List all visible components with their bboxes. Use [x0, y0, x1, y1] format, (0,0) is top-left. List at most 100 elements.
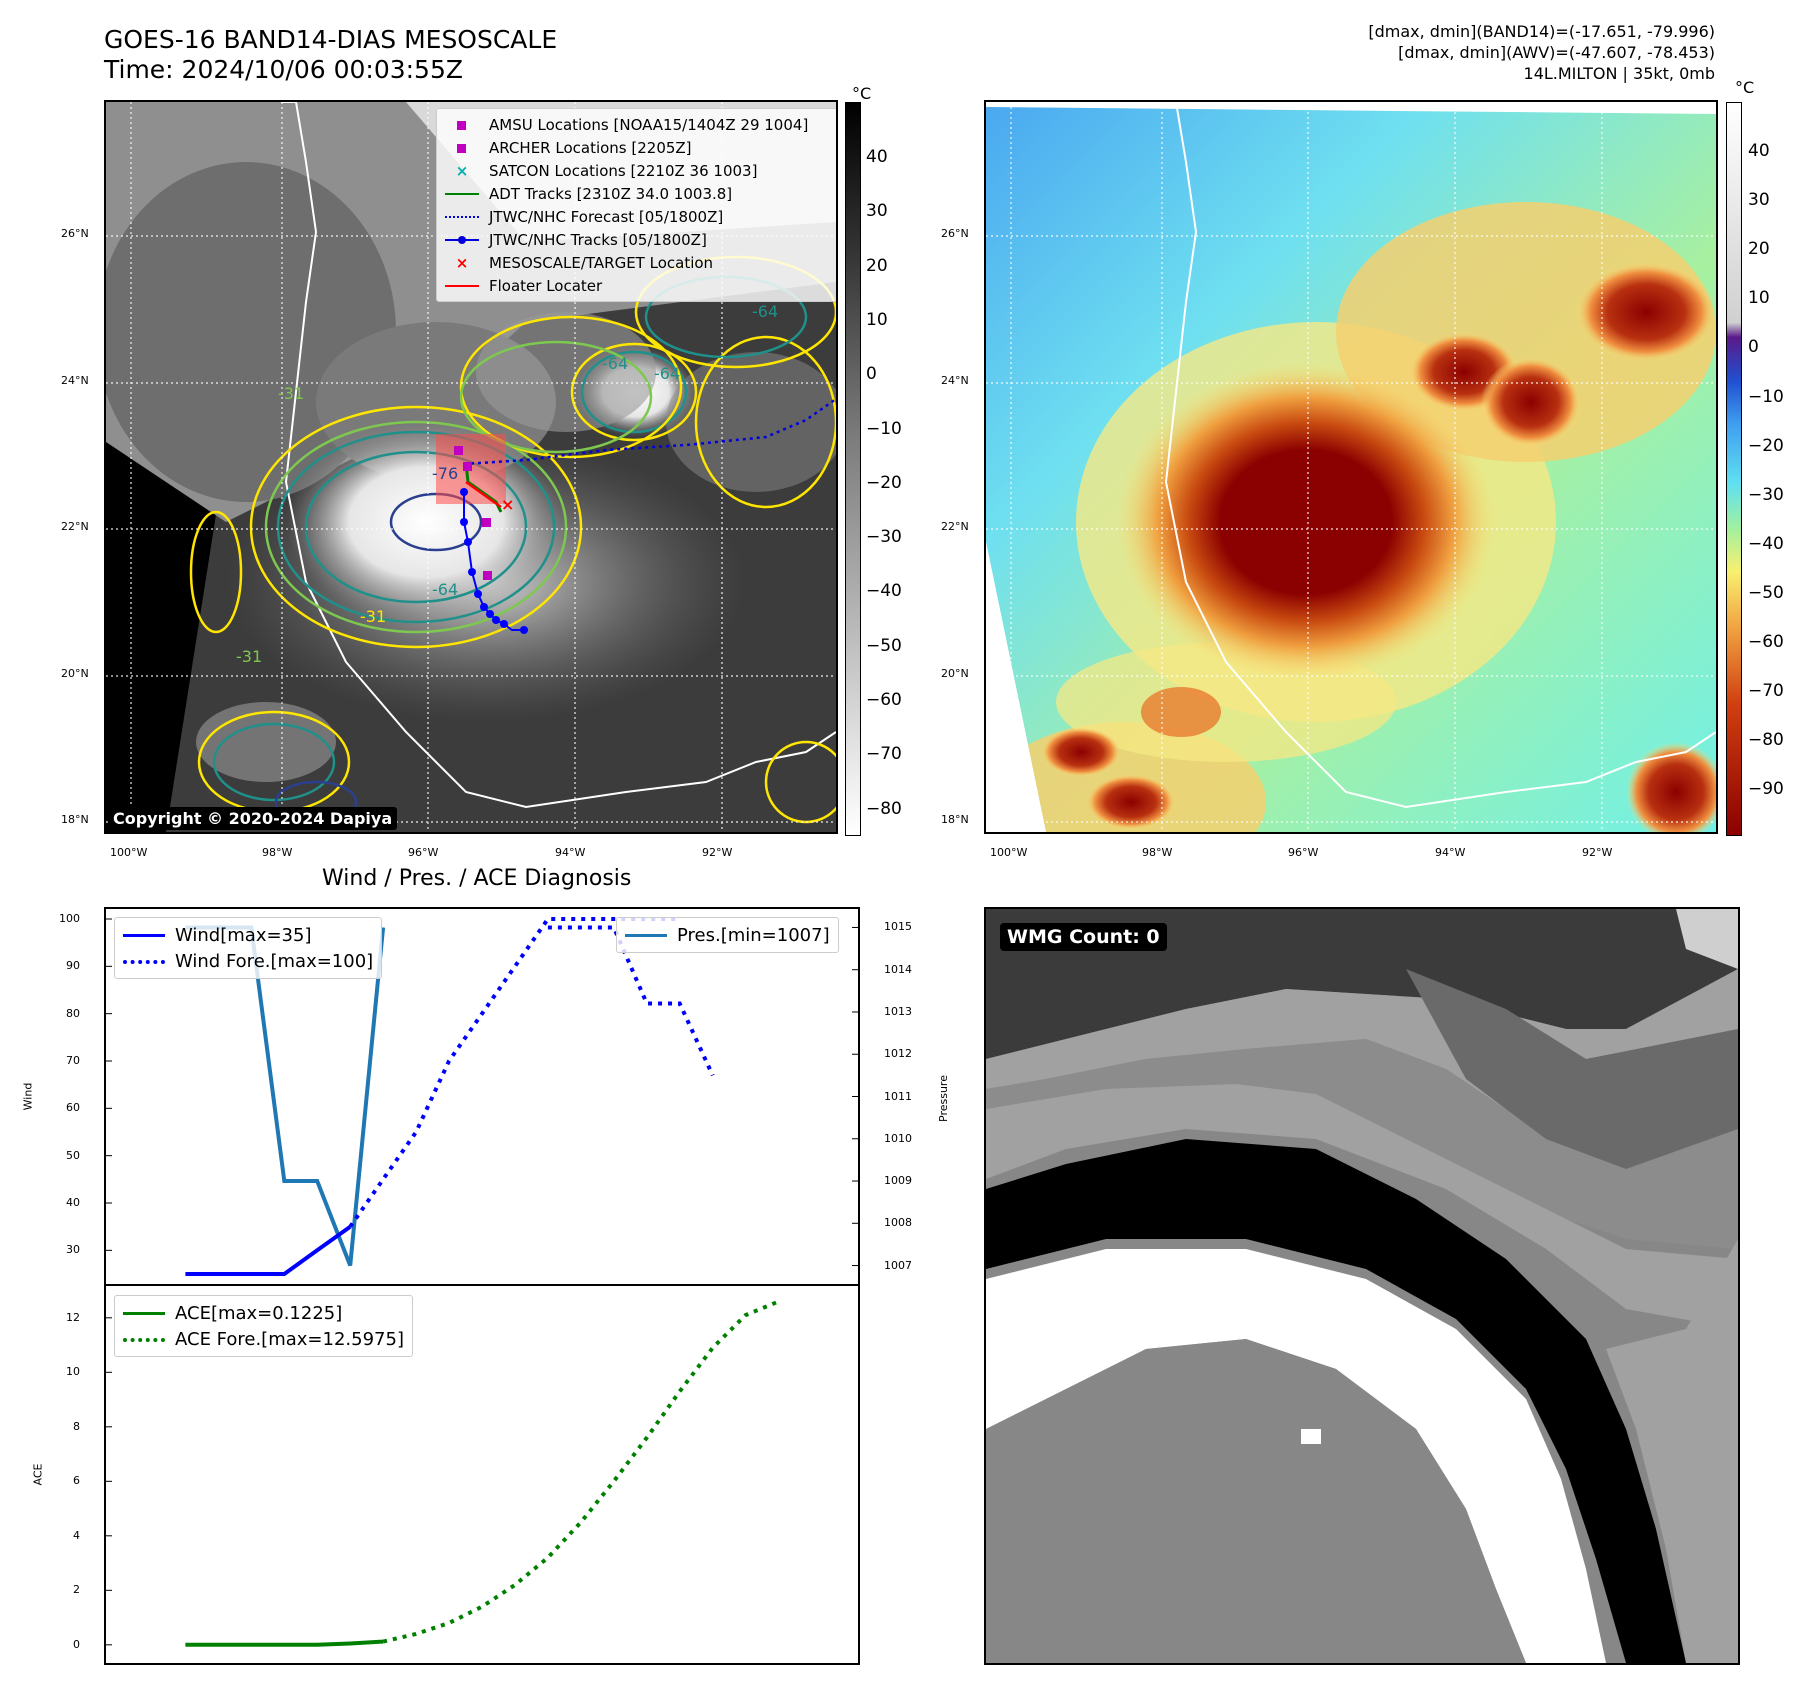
contour-label: -31 — [236, 647, 263, 666]
axis-tick-label: 8 — [73, 1419, 80, 1433]
line-icon — [445, 187, 479, 201]
lat-label: 22°N — [61, 520, 89, 533]
legend-item: JTWC/NHC Forecast [05/1800Z] — [445, 205, 833, 228]
legend-item: Wind[max=35] — [123, 922, 373, 948]
colorbar-tick-label: −70 — [1748, 681, 1784, 702]
ace-plot — [106, 1299, 780, 1647]
line-icon — [625, 928, 667, 942]
colorbar-tick-label: 40 — [866, 147, 888, 167]
axis-tick-label: 40 — [66, 1196, 80, 1209]
lon-label: 94°W — [555, 846, 586, 859]
colorbar-tick-label: 30 — [866, 201, 888, 222]
gray-colorbar — [845, 102, 861, 836]
axis-tick-label: 1009 — [884, 1174, 912, 1188]
legend-item: ARCHER Locations [2205Z] — [445, 136, 833, 159]
colorbar-unit: °C — [1735, 78, 1755, 97]
series-line — [185, 1225, 352, 1276]
forecast-line — [348, 917, 680, 1228]
diagnosis-frame — [104, 907, 860, 1665]
colorbar-tick-label: 10 — [866, 309, 888, 330]
contour-label: -64 — [752, 302, 779, 321]
axis-tick-label: 1010 — [884, 1131, 912, 1145]
axis-tick-label: 2 — [73, 1583, 80, 1597]
legend-item: × SATCON Locations [2210Z 36 1003] — [445, 159, 833, 182]
legend-item: × MESOSCALE/TARGET Location — [445, 251, 833, 274]
pressure-legend: Pres.[min=1007] — [616, 917, 839, 953]
line-icon — [123, 1306, 165, 1320]
lon-label: 96°W — [1288, 846, 1319, 859]
legend-item: Wind Fore.[max=100] — [123, 948, 373, 974]
lat-label: 20°N — [61, 667, 89, 680]
colorbar-tick-label: −10 — [866, 418, 902, 439]
diagnosis-title: Wind / Pres. / ACE Diagnosis — [322, 866, 632, 891]
colorbar-tick-label: −60 — [1748, 632, 1784, 652]
color-colorbar — [1726, 102, 1742, 836]
axis-tick-label: 50 — [66, 1148, 80, 1162]
square-marker-icon — [445, 118, 479, 132]
axis-tick-label: 60 — [66, 1101, 80, 1115]
wmg-count-badge: WMG Count: 0 — [1000, 923, 1167, 951]
svg-text:×: × — [501, 495, 514, 514]
wmg-panel: WMG Count: 0 — [984, 907, 1740, 1665]
lat-label: 18°N — [941, 813, 969, 826]
legend-item: Pres.[min=1007] — [625, 922, 830, 948]
ace-legend: ACE[max=0.1225] ACE Fore.[max=12.5975] — [114, 1295, 413, 1357]
dotted-line-icon — [445, 210, 479, 224]
colorbar-tick-label: −70 — [866, 744, 902, 765]
color-ir-map-panel — [984, 100, 1718, 834]
chart-title: GOES-16 BAND14-DIAS MESOSCALE — [104, 25, 558, 54]
info-awv: [dmax, dmin](AWV)=(-47.607, -78.453) — [1398, 43, 1715, 62]
axis-tick-label: 1015 — [884, 920, 912, 934]
colorbar-tick-label: −10 — [1748, 386, 1784, 407]
lat-label: 26°N — [61, 227, 89, 240]
axis-tick-label: 1014 — [884, 962, 912, 976]
wmg-image — [986, 909, 1738, 1663]
copyright-badge: Copyright © 2020-2024 Dapiya — [108, 807, 398, 830]
colorbar-tick-label: 20 — [1748, 239, 1770, 260]
colorbar-tick-label: −50 — [1748, 582, 1784, 603]
axis-tick-label: 1012 — [884, 1047, 912, 1061]
lon-label: 98°W — [1142, 846, 1173, 859]
colorbar-tick-label: 30 — [1748, 190, 1770, 211]
lat-label: 24°N — [941, 374, 969, 387]
lat-label: 26°N — [941, 227, 969, 240]
legend-item: AMSU Locations [NOAA15/1404Z 29 1004] — [445, 113, 833, 136]
lon-label: 94°W — [1435, 846, 1466, 859]
colorbar-tick-label: 20 — [866, 255, 888, 276]
contour-label: -76 — [432, 464, 459, 483]
colorbar-tick-label: −90 — [1748, 779, 1784, 800]
dotted-line-icon — [123, 1332, 165, 1346]
colorbar-tick-label: −30 — [1748, 484, 1784, 505]
ir-map-panel: × -64 -76 -31 -31 -31 -64 -64 -64 AMSU L… — [104, 100, 838, 834]
axis-tick-label: 0 — [73, 1637, 80, 1651]
lon-label: 100°W — [110, 846, 148, 859]
axis-tick-label: 6 — [73, 1474, 80, 1488]
colorbar-tick-label: −60 — [866, 690, 902, 710]
lon-label: 98°W — [262, 846, 293, 859]
line-icon — [445, 279, 479, 293]
colorbar-tick-label: −40 — [1748, 533, 1784, 554]
axis-tick-label: 4 — [73, 1528, 80, 1542]
colorbar-tick-label: −20 — [866, 472, 902, 493]
lon-label: 92°W — [1582, 846, 1613, 859]
lat-label: 18°N — [61, 813, 89, 826]
lat-label: 24°N — [61, 374, 89, 387]
legend-item: Floater Locater — [445, 274, 833, 297]
axis-tick-label: 1008 — [884, 1216, 912, 1230]
x-marker-icon: × — [455, 253, 469, 272]
colorbar-tick-label: −30 — [866, 527, 902, 548]
colorbar-tick-label: −50 — [866, 635, 902, 656]
legend-item: ACE[max=0.1225] — [123, 1300, 404, 1326]
axis-tick-label: 10 — [66, 1365, 80, 1379]
contour-label: -31 — [278, 384, 305, 403]
dotted-line-icon — [123, 954, 165, 968]
ace-axis-label: ACE — [31, 1463, 45, 1486]
contour-label: -64 — [432, 580, 459, 599]
color-ir-map-image — [986, 102, 1716, 832]
axis-tick-label: 90 — [66, 959, 80, 973]
colorbar-tick-label: −20 — [1748, 435, 1784, 456]
info-storm: 14L.MILTON | 35kt, 0mb — [1523, 64, 1715, 83]
legend-item: ADT Tracks [2310Z 34.0 1003.8] — [445, 182, 833, 205]
map-legend: AMSU Locations [NOAA15/1404Z 29 1004] AR… — [436, 108, 836, 302]
x-marker-icon: × — [455, 161, 469, 180]
